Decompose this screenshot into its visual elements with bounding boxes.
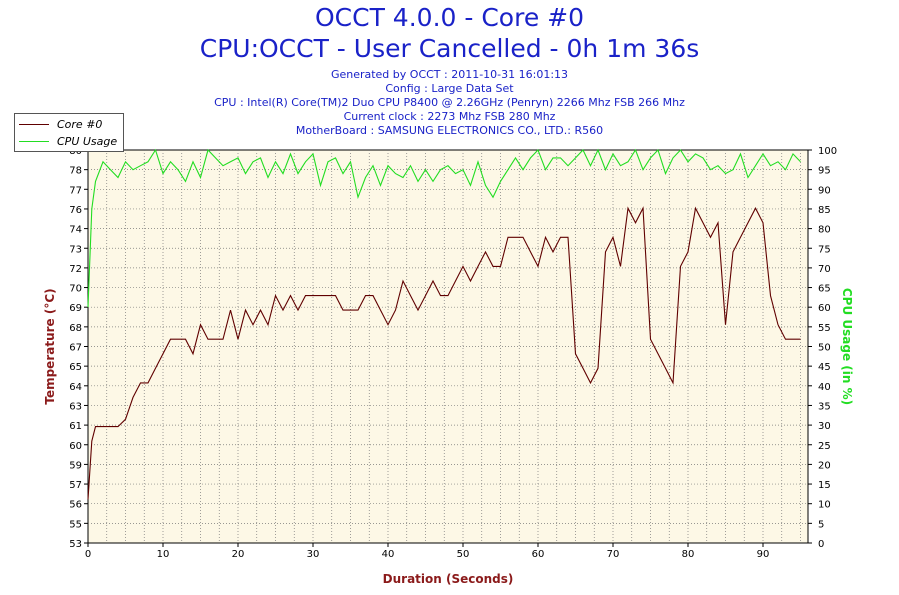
- y2-axis-label: CPU Usage (in %): [840, 288, 854, 405]
- y2-tick-label: 70: [818, 264, 831, 275]
- legend-swatch-cpu: [19, 140, 49, 142]
- series-line-cpu: [87, 148, 801, 308]
- x-tick-label: 20: [232, 549, 245, 560]
- y2-tick-label: 60: [818, 303, 831, 314]
- legend-label-cpu: CPU Usage: [57, 134, 118, 148]
- x-tick-label: 60: [532, 549, 545, 560]
- y2-tick-label: 25: [818, 441, 831, 452]
- generated-info: Generated by OCCT : 2011-10-31 16:01:13: [330, 68, 569, 81]
- y2-tick-label: 45: [818, 362, 831, 373]
- y-tick-label: 69: [69, 303, 82, 314]
- y-tick-label: 74: [69, 225, 82, 236]
- legend: Core #0 CPU Usage: [14, 113, 124, 152]
- y-tick-label: 73: [69, 244, 82, 255]
- x-tick-label: 80: [682, 549, 695, 560]
- y-tick-label: 53: [69, 539, 82, 550]
- y-tick-label: 67: [69, 343, 82, 354]
- y-tick-label: 55: [69, 519, 82, 530]
- x-tick-label: 90: [757, 549, 770, 560]
- y2-tick-label: 95: [818, 166, 831, 177]
- x-tick-label: 0: [85, 549, 91, 560]
- legend-label-core: Core #0: [57, 117, 103, 131]
- x-tick-label: 10: [157, 549, 170, 560]
- y-tick-label: 70: [69, 284, 82, 295]
- series-line-core: [87, 206, 801, 500]
- y2-tick-label: 55: [818, 323, 831, 334]
- y2-tick-label: 35: [818, 401, 831, 412]
- y-tick-label: 56: [69, 500, 82, 511]
- y2-tick-label: 10: [818, 500, 831, 511]
- y-tick-label: 59: [69, 460, 82, 471]
- y2-tick-label: 30: [818, 421, 831, 432]
- y-tick-label: 77: [69, 185, 82, 196]
- y2-tick-label: 0: [818, 539, 824, 550]
- y-tick-label: 64: [69, 382, 82, 393]
- x-tick-label: 40: [382, 549, 395, 560]
- x-tick-label: 70: [607, 549, 620, 560]
- y-axis-label: Temperature (°C): [43, 288, 57, 404]
- y2-tick-label: 5: [818, 519, 824, 530]
- legend-swatch-core: [19, 123, 49, 125]
- y-tick-label: 78: [69, 166, 82, 177]
- legend-item-cpu: CPU Usage: [19, 134, 117, 148]
- x-tick-label: 50: [457, 549, 470, 560]
- x-axis-label: Duration (Seconds): [383, 572, 514, 586]
- y-tick-label: 61: [69, 421, 82, 432]
- y2-tick-label: 65: [818, 284, 831, 295]
- y-tick-label: 65: [69, 362, 82, 373]
- config-info: Config : Large Data Set: [385, 82, 514, 95]
- y2-tick-label: 90: [818, 185, 831, 196]
- y-tick-label: 63: [69, 401, 82, 412]
- y2-tick-label: 15: [818, 480, 831, 491]
- chart-title-line2: CPU:OCCT - User Cancelled - 0h 1m 36s: [199, 34, 700, 63]
- y-tick-label: 76: [69, 205, 82, 216]
- y2-tick-label: 50: [818, 343, 831, 354]
- motherboard-info: MotherBoard : SAMSUNG ELECTRONICS CO., L…: [295, 124, 604, 137]
- y2-tick-label: 20: [818, 460, 831, 471]
- y2-tick-label: 85: [818, 205, 831, 216]
- y-tick-label: 68: [69, 323, 82, 334]
- clock-info: Current clock : 2273 Mhz FSB 280 Mhz: [343, 110, 556, 123]
- y2-tick-label: 75: [818, 244, 831, 255]
- y2-tick-label: 40: [818, 382, 831, 393]
- y2-tick-label: 100: [818, 146, 837, 157]
- y-tick-label: 57: [69, 480, 82, 491]
- x-tick-label: 30: [307, 549, 320, 560]
- chart-title-line1: OCCT 4.0.0 - Core #0: [315, 3, 584, 32]
- y2-tick-label: 80: [818, 225, 831, 236]
- legend-item-core: Core #0: [19, 117, 102, 131]
- cpu-info: CPU : Intel(R) Core(TM)2 Duo CPU P8400 @…: [214, 96, 685, 109]
- y-tick-label: 72: [69, 264, 82, 275]
- y-tick-label: 60: [69, 441, 82, 452]
